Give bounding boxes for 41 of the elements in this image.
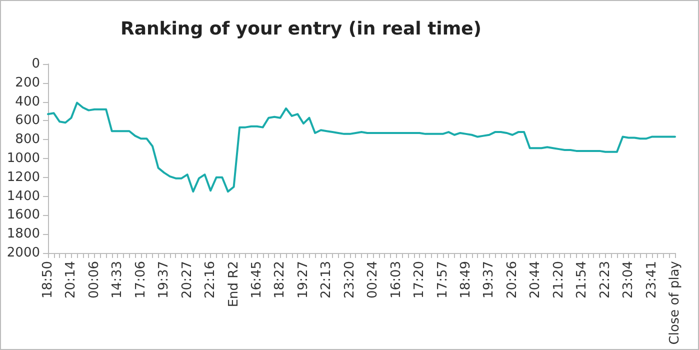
x-tick-label: 20:27 xyxy=(180,261,195,298)
x-tick-label: 00:24 xyxy=(366,261,381,298)
x-tick-label: 17:06 xyxy=(133,261,148,298)
y-tick-label: 1600 xyxy=(6,208,40,223)
x-tick-label: 18:22 xyxy=(272,261,288,298)
x-tick-label: 16:03 xyxy=(388,261,404,298)
y-tick-label: 1400 xyxy=(6,188,40,204)
x-tick-label: 20:44 xyxy=(528,261,544,298)
x-tick-label: 20:26 xyxy=(504,261,520,298)
x-tick-label: End R2 xyxy=(226,261,242,308)
x-tick-label: 19:37 xyxy=(156,261,172,298)
x-tick-label: 21:20 xyxy=(551,261,566,298)
y-tick-label: 400 xyxy=(15,94,40,110)
x-tick-label: 22:23 xyxy=(598,261,613,298)
x-tick-label: 18:49 xyxy=(458,261,474,298)
x-tick-label: 14:33 xyxy=(110,261,126,298)
x-tick-label: 23:04 xyxy=(621,261,636,298)
y-tick-label: 200 xyxy=(15,75,40,90)
line-series xyxy=(47,102,676,193)
x-tick-label: 21:54 xyxy=(574,261,590,298)
y-tick-label: 800 xyxy=(15,132,40,148)
x-tick-label: 16:45 xyxy=(250,261,264,298)
y-tick-label: 1200 xyxy=(6,170,40,185)
y-tick-label: 0 xyxy=(32,56,40,72)
x-tick-label: 19:27 xyxy=(296,261,311,298)
chart-title: Ranking of your entry (in real time) xyxy=(120,18,482,40)
y-tick-label: 1000 xyxy=(6,151,40,166)
x-tick-label: 23:41 xyxy=(644,261,660,298)
x-tick-label: 18:50 xyxy=(40,261,56,298)
x-tick-label: 20:14 xyxy=(64,261,79,298)
y-tick-label: 1800 xyxy=(6,226,40,242)
x-tick-label: 17:57 xyxy=(435,261,450,298)
x-tick-label: 23:20 xyxy=(342,261,358,298)
y-tick-label: 600 xyxy=(15,113,40,128)
x-tick-label: 22:13 xyxy=(319,261,334,298)
x-tick-label: 17:20 xyxy=(412,261,428,298)
x-tick-label: Close of play xyxy=(668,260,682,345)
x-tick-label: 00:06 xyxy=(86,261,102,298)
x-tick-label: 22:16 xyxy=(203,261,218,298)
y-tick-label: 2000 xyxy=(6,246,40,260)
x-tick-label: 19:37 xyxy=(482,261,497,298)
